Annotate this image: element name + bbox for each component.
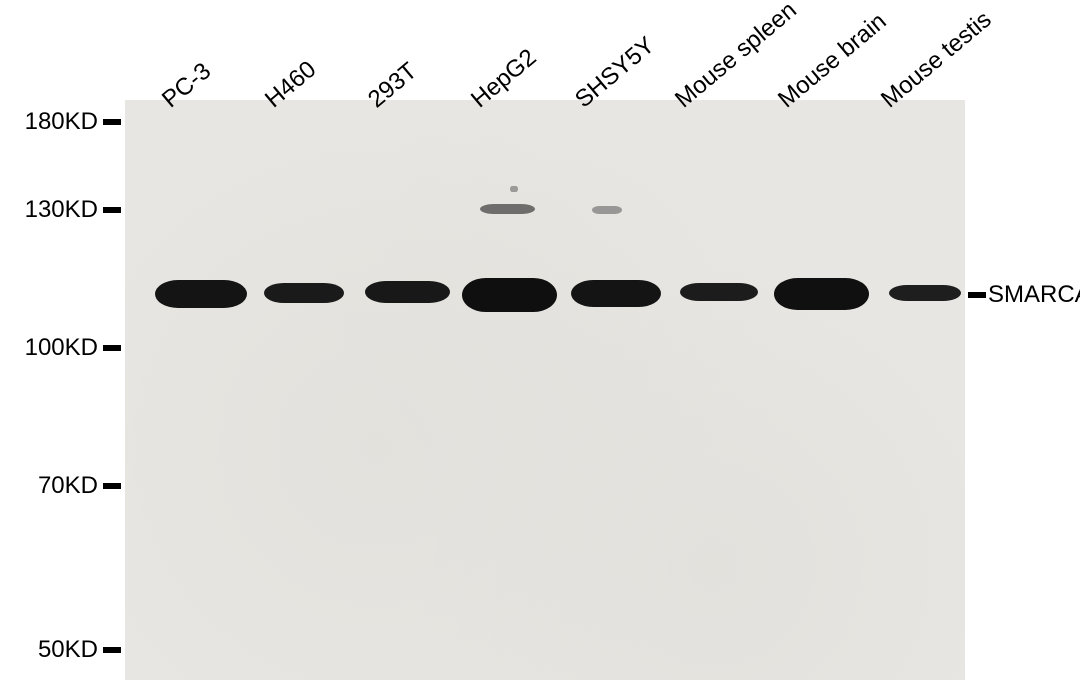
mw-tick-100kd xyxy=(103,345,121,351)
mw-label-130kd: 130KD xyxy=(18,196,98,224)
faint-speck-hepg2 xyxy=(510,186,518,192)
faint-band-shsy5y-130 xyxy=(592,206,622,214)
blot-membrane xyxy=(125,100,965,680)
membrane-texture xyxy=(125,100,965,680)
target-label-smarca5: SMARCA5 xyxy=(988,281,1080,309)
mw-label-50kd: 50KD xyxy=(30,636,98,664)
target-tick xyxy=(968,292,986,298)
mw-tick-130kd xyxy=(103,207,121,213)
band-mouse-brain xyxy=(774,278,869,310)
mw-label-70kd: 70KD xyxy=(30,472,98,500)
band-mouse-testis xyxy=(889,285,961,301)
western-blot-figure: PC-3 H460 293T HepG2 SHSY5Y Mouse spleen… xyxy=(0,0,1080,695)
band-shsy5y xyxy=(571,280,661,307)
mw-tick-70kd xyxy=(103,483,121,489)
mw-tick-180kd xyxy=(103,119,121,125)
band-hepg2 xyxy=(462,278,557,312)
mw-label-180kd: 180KD xyxy=(18,108,98,136)
mw-label-100kd: 100KD xyxy=(18,334,98,362)
lane-label-mouse-testis: Mouse testis xyxy=(876,6,997,114)
mw-tick-50kd xyxy=(103,647,121,653)
band-mouse-spleen xyxy=(680,283,758,301)
band-pc3 xyxy=(155,280,247,308)
band-h460 xyxy=(264,283,344,303)
faint-band-hepg2-130 xyxy=(480,204,535,214)
band-293t xyxy=(365,281,450,303)
